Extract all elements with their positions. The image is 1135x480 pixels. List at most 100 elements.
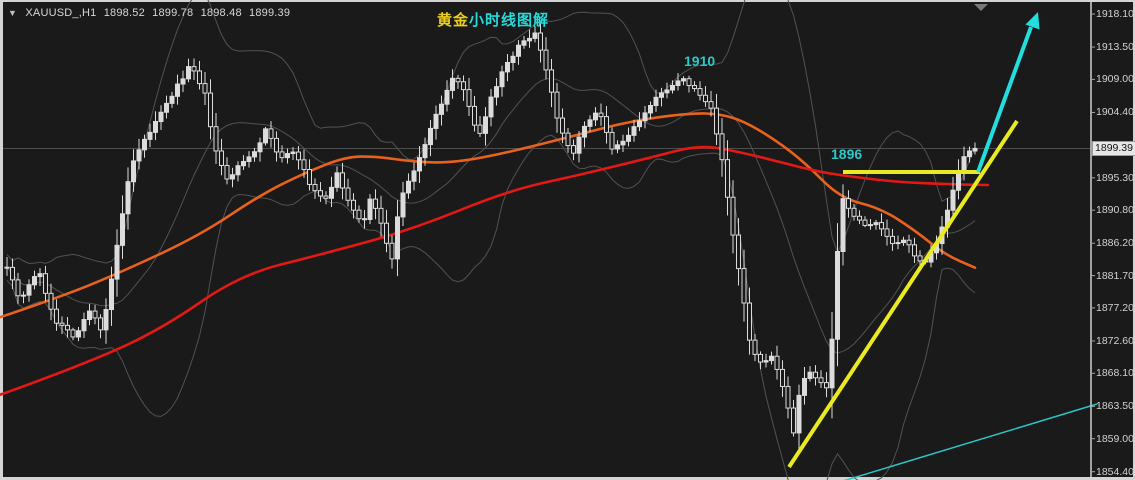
candle-body [4,266,10,269]
cyan-projection-arrow-head[interactable] [1025,12,1040,30]
candle-body [862,219,868,226]
candle-body [950,189,956,211]
candle-body [741,268,747,304]
candle-body [725,159,730,198]
candle-body [912,244,917,257]
candle-body [499,71,505,88]
candle-body [274,137,279,153]
yellow-support-trendline[interactable] [787,119,1019,469]
candle-body [692,85,697,90]
candle-body [81,319,87,332]
candle-body [224,164,230,180]
candle-body [472,105,477,126]
bollinger-middle-band [6,77,976,354]
candle-body [873,222,879,226]
candle-body [890,235,895,245]
bollinger-upper-band [6,0,976,265]
candle-body [747,302,752,341]
candle-body [329,186,334,199]
candle-body [494,86,499,98]
candle-body [186,66,191,80]
candle-body [884,228,890,237]
candle-body [780,368,785,387]
candle-body [70,329,76,338]
cyan-lower-trendline[interactable] [843,403,1098,480]
drawn-objects[interactable] [787,12,1098,480]
candle-body [532,32,538,39]
candle-body [972,147,978,152]
price-tick-label: 1863.50 [1096,400,1134,413]
candle-body [235,165,241,176]
candle-body [769,355,774,362]
candle-body [835,251,840,340]
candle-body [642,112,648,122]
candle-body [362,218,367,221]
candle-body [197,70,202,85]
candle-body [65,324,70,331]
candle-body [450,77,455,91]
candle-body [466,89,472,107]
candle-body [796,394,802,434]
candle-body [758,353,763,363]
candle-body [125,181,131,215]
candle-body [609,131,615,150]
candle-body [153,121,158,133]
candle-body [670,84,675,91]
candle-body [59,322,65,326]
candle-body [43,273,48,294]
candle-body [395,216,400,260]
price-tick-label: 1886.20 [1096,237,1134,250]
candle-body [527,37,532,42]
price-tick-label: 1872.60 [1096,334,1134,347]
candle-body [444,89,450,105]
ma-slow-red [0,145,990,397]
candle-body [516,44,521,57]
candle-body [26,284,32,296]
candle-body [681,78,686,82]
candle-body [697,88,703,96]
candle-body [840,198,846,253]
candle-body [879,222,884,230]
candle-body [180,78,186,85]
price-tick-label: 1895.30 [1096,171,1134,184]
candle-body [686,78,692,87]
candle-body [422,144,428,159]
candle-body [961,156,967,173]
candle-body [488,96,494,118]
candle-body [736,234,741,270]
candle-body [620,140,626,146]
candle-body [158,111,164,123]
candle-body [428,127,433,146]
candle-body [37,273,43,278]
candle-body [241,160,246,167]
candle-body [252,151,257,158]
candle-body [895,242,901,245]
price-tick-label: 1909.00 [1096,73,1134,86]
price-tick-label: 1854.40 [1096,465,1134,478]
candle-body [477,124,483,134]
chart-shift-marker-icon [974,4,988,11]
candle-body [703,94,708,103]
candle-body [136,149,142,162]
candle-body [785,385,791,409]
candle-body [505,62,510,73]
candle-body [598,112,604,118]
symbol-dropdown-icon[interactable]: ▼ [8,8,18,18]
candle-body [791,407,796,434]
candle-body [554,91,560,119]
bollinger-lower-band [6,134,976,480]
cyan-projection-arrow[interactable] [976,26,1033,173]
candlestick-series [4,22,978,450]
candle-body [246,156,252,162]
candle-body [549,69,554,93]
candle-body [714,107,719,135]
candle-body [142,138,147,151]
candle-body [378,207,384,224]
candle-body [576,136,582,154]
candle-body [417,157,422,172]
candle-body [98,317,103,331]
price-tick-label: 1904.40 [1096,106,1134,119]
price-tick-label: 1918.10 [1096,8,1134,20]
bollinger-bands [6,0,976,480]
